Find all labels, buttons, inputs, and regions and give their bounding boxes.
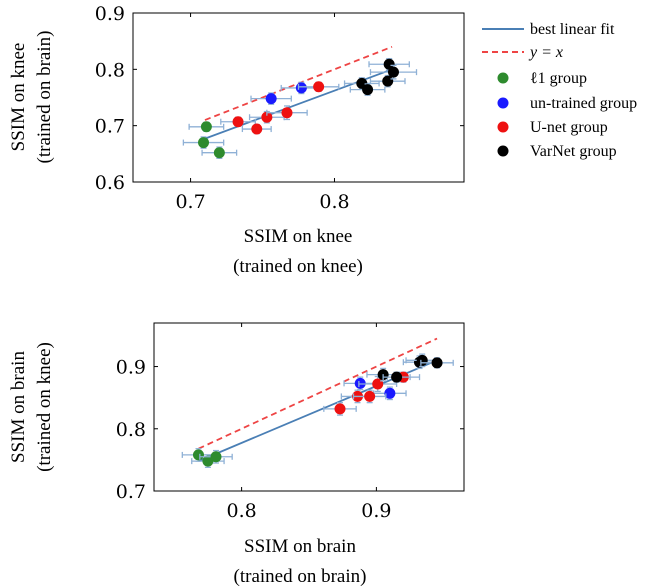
unet-data-point [232,116,244,128]
x-tick-label: 0.7 [175,191,205,213]
brain-panel: 0.8 0.9 0.7 0.8 0.9 SSIM on brain (trained o… [8,322,465,586]
y-tick-label: 0.8 [116,419,146,441]
x-axis-label-line-1: SSIM on brain [244,536,356,557]
l1-data-point [213,147,225,159]
legend-identity-label: y = x [528,44,563,61]
legend-l1-label: ℓ1 group [530,70,587,87]
legend-untrained-marker [497,97,509,109]
plot-area [181,337,454,469]
knee-panel: 0.7 0.8 0.6 0.7 0.8 0.9 SSIM on knee (trained… [8,3,465,277]
unet-data-point [313,81,325,93]
unet-data-point [334,403,346,415]
unet-data-point [281,107,293,119]
identity-line [198,337,438,450]
legend-l1-marker [497,72,509,84]
y-axis-label-line-1: SSIM on brain [8,351,29,463]
varnet-data-point [387,66,399,78]
legend-unet-label: U-net group [530,119,608,136]
y-tick-label: 0.9 [95,3,125,25]
legend-unet-marker [497,121,509,133]
axis-ticks: 0.7 0.8 0.6 0.7 0.8 0.9 [95,3,464,213]
y-tick-label: 0.7 [116,481,146,503]
x-tick-label: 0.8 [226,500,256,522]
varnet-data-point [362,84,374,96]
plot-area [182,45,418,159]
plot-frame [132,12,465,183]
x-tick-label: 0.9 [361,500,391,522]
legend-fit-label: best linear fit [530,21,615,38]
unet-data-point [364,390,376,402]
l1-data-point [200,121,212,133]
plot-frame [153,322,465,492]
x-axis-label-line-2: (trained on brain) [234,566,367,586]
y-tick-label: 0.6 [95,172,125,194]
axis-ticks: 0.8 0.9 0.7 0.8 0.9 [116,323,464,522]
unet-data-point [251,123,263,135]
varnet-data-point [391,371,403,383]
l1-data-point [198,137,210,149]
y-tick-label: 0.8 [95,59,125,81]
legend: best linear fit y = x ℓ1 group un-traine… [482,21,637,160]
untrained-data-point [265,93,277,105]
varnet-data-point [382,75,394,87]
varnet-data-point [431,357,443,369]
untrained-data-point [384,387,396,399]
l1-data-point [210,451,222,463]
y-axis-label-line-1: SSIM on knee [8,43,29,152]
l1-data-point [192,449,204,461]
legend-varnet-marker [497,145,509,157]
unet-data-point [372,378,384,390]
unet-data-point [261,111,273,123]
varnet-data-point [416,354,428,366]
y-axis-label-line-2: (trained on knee) [34,342,55,472]
untrained-data-point [295,82,307,94]
y-axis-label-line-2: (trained on brain) [34,31,55,164]
y-tick-label: 0.7 [95,116,125,138]
legend-varnet-label: VarNet group [530,143,617,160]
x-axis-label-line-1: SSIM on knee [244,226,353,247]
legend-untrained-label: un-trained group [530,95,637,112]
x-axis-label-line-2: (trained on knee) [233,256,363,277]
x-tick-label: 0.8 [319,191,349,213]
l1-data-point [202,455,214,467]
y-tick-label: 0.9 [116,357,146,379]
